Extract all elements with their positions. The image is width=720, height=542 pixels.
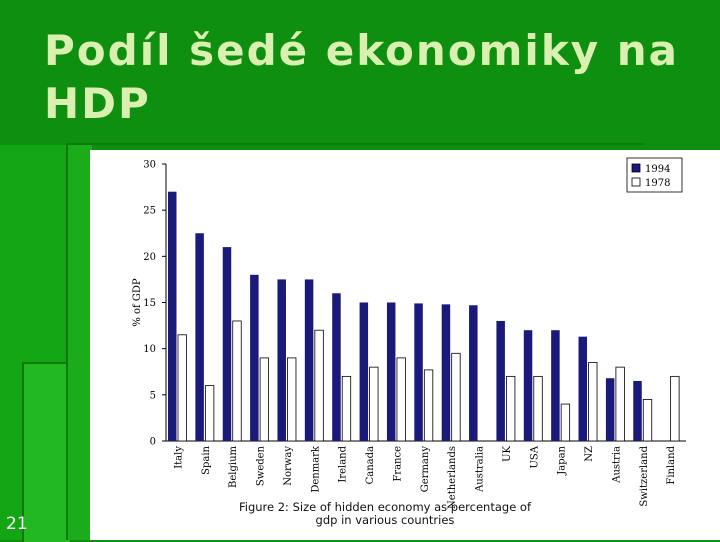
x-tick-label: Denmark (310, 445, 321, 493)
bar-1978-usa (533, 375, 543, 442)
bar-1978-germany (423, 369, 434, 442)
bar-1994-denmark (304, 279, 314, 441)
x-tick-label: Italy (174, 446, 185, 469)
bar-1994-sweden (250, 274, 259, 441)
legend-label-1978: 1978 (645, 178, 670, 189)
legend-swatch-1978 (631, 177, 641, 187)
slide-title: Podíl šedé ekonomiky na HDP (44, 26, 680, 128)
x-tick-label: Spain (201, 445, 212, 474)
legend-swatch-1994 (631, 163, 641, 173)
x-tick-label: Netherlands (447, 446, 458, 509)
x-tick-label: UK (502, 445, 513, 461)
bar-1994-switzerland (633, 380, 642, 441)
y-tick-label: 10 (143, 344, 156, 355)
bar-1978-finland (670, 375, 680, 442)
x-tick-label: Sweden (256, 445, 267, 486)
x-tick-label: Germany (420, 446, 431, 493)
x-tick-label: France (392, 446, 403, 482)
bar-1978-sweden (259, 357, 270, 442)
bar-1994-belgium (222, 247, 232, 441)
y-tick-label: 5 (150, 390, 156, 401)
bar-1978-ireland (341, 375, 352, 442)
y-tick-label: 20 (143, 252, 156, 263)
bar-1978-japan (560, 403, 571, 442)
bar-1978-austria (615, 366, 625, 442)
bar-1978-canada (369, 366, 379, 442)
bar-1978-nz (588, 362, 598, 442)
caption-line-2: gdp in various countries (315, 513, 455, 527)
y-tick-label: 0 (150, 437, 156, 448)
bar-1994-germany (414, 303, 423, 441)
bar-1978-denmark (314, 329, 324, 442)
slide-number: 21 (6, 514, 28, 534)
x-tick-label: Canada (365, 446, 376, 484)
bar-1994-nz (578, 336, 588, 441)
y-tick-label: 25 (143, 206, 156, 217)
bar-1978-netherlands (451, 352, 461, 442)
x-tick-label: USA (529, 445, 540, 468)
bar-1978-italy (177, 334, 187, 442)
y-axis-label: % of GDP (132, 278, 143, 327)
bar-1994-japan (551, 330, 560, 441)
bar-1994-uk (496, 320, 505, 441)
background-divider-line (66, 143, 644, 145)
bar-1994-france (386, 302, 396, 441)
x-tick-label: Switzerland (639, 445, 650, 506)
x-tick-label: Belgium (228, 445, 239, 488)
bar-1994-australia (469, 305, 478, 441)
background-frame (66, 145, 92, 540)
x-tick-label: Finland (666, 445, 677, 484)
bar-1978-norway (287, 357, 297, 442)
chart-figure: 0 5 10 15 20 25 30 % of GDP Italy Spain Belgium Swe… (90, 150, 720, 540)
bar-1994-ireland (332, 293, 341, 441)
bar-1994-austria (605, 378, 615, 441)
bar-1994-norway (277, 279, 286, 441)
bar-1978-spain (204, 385, 215, 442)
x-tick-label: NZ (584, 446, 595, 462)
bar-1994-netherlands (441, 304, 451, 441)
x-tick-label: Japan (557, 445, 568, 475)
x-tick-label: Austria (611, 446, 622, 484)
bar-chart: 0 5 10 15 20 25 30 % of GDP Italy Spain Belgium Swe… (132, 157, 686, 509)
x-tick-label: Ireland (338, 445, 349, 482)
x-tick-label: Norway (283, 446, 294, 486)
y-tick-label: 30 (143, 160, 156, 171)
x-tick-label: Australia (475, 446, 486, 493)
bar-1994-spain (195, 233, 204, 441)
bar-1994-canada (359, 302, 369, 441)
y-tick-label: 15 (143, 298, 156, 309)
bar-1978-switzerland (642, 399, 653, 442)
bar-1978-france (396, 357, 406, 442)
bar-1978-uk (506, 375, 516, 442)
bar-1978-belgium (232, 320, 242, 442)
background-inner-strip (22, 362, 70, 542)
caption-line-1: Figure 2: Size of hidden economy as perc… (238, 500, 532, 514)
figure-caption: Figure 2: Size of hidden economy as perc… (230, 501, 540, 527)
bar-1994-italy (168, 191, 177, 441)
legend-label-1994: 1994 (645, 164, 670, 175)
bar-1994-usa (523, 330, 533, 441)
